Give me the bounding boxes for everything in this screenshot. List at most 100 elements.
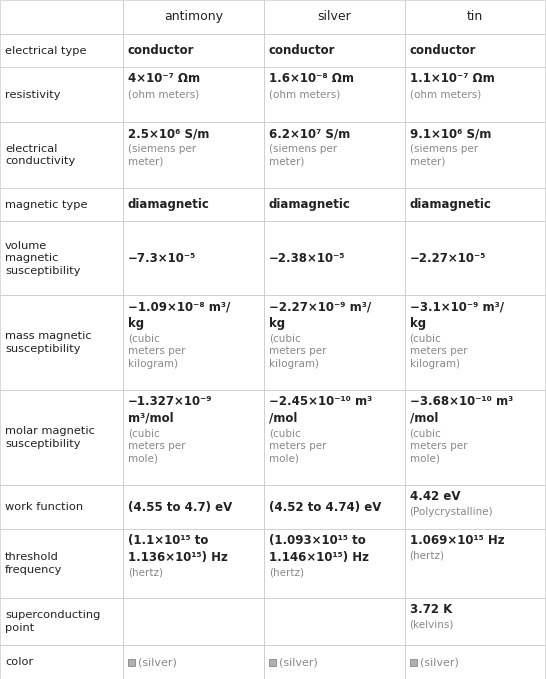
Text: (cubic
meters per
mole): (cubic meters per mole) (410, 428, 467, 464)
Text: (hertz): (hertz) (269, 568, 304, 577)
Text: −7.3×10⁻⁵: −7.3×10⁻⁵ (128, 252, 196, 265)
Text: 6.2×10⁷ S/m: 6.2×10⁷ S/m (269, 127, 350, 141)
Text: color: color (5, 657, 33, 667)
Bar (264, 295, 405, 390)
Bar (123, 122, 264, 187)
Text: −1.09×10⁻⁸ m³/
kg: −1.09×10⁻⁸ m³/ kg (128, 300, 230, 330)
Text: −3.68×10⁻¹⁰ m³
/mol: −3.68×10⁻¹⁰ m³ /mol (410, 395, 513, 424)
Text: (kelvins): (kelvins) (410, 619, 454, 629)
Text: −2.38×10⁻⁵: −2.38×10⁻⁵ (269, 252, 345, 265)
Text: superconducting
point: superconducting point (5, 610, 100, 633)
Bar (405, 187, 545, 221)
Text: electrical type: electrical type (5, 45, 86, 56)
Bar (123, 187, 264, 221)
Bar (264, 485, 405, 530)
Bar (264, 0, 405, 34)
Bar (123, 295, 264, 390)
Bar (123, 645, 264, 679)
Text: electrical
conductivity: electrical conductivity (5, 143, 75, 166)
Text: 9.1×10⁶ S/m: 9.1×10⁶ S/m (410, 127, 491, 141)
Text: mass magnetic
susceptibility: mass magnetic susceptibility (5, 331, 92, 354)
Text: (cubic
meters per
mole): (cubic meters per mole) (128, 428, 185, 464)
Text: −2.45×10⁻¹⁰ m³
/mol: −2.45×10⁻¹⁰ m³ /mol (269, 395, 372, 424)
Text: conductor: conductor (269, 44, 335, 57)
Bar (264, 34, 405, 67)
Bar (123, 221, 264, 295)
Text: (silver): (silver) (278, 657, 318, 667)
Bar (405, 67, 545, 122)
Bar (264, 122, 405, 187)
Bar (123, 485, 264, 530)
Bar (264, 221, 405, 295)
Bar (264, 67, 405, 122)
Bar (123, 67, 264, 122)
Text: −2.27×10⁻⁵: −2.27×10⁻⁵ (410, 252, 486, 265)
Bar (123, 598, 264, 645)
Bar (0, 221, 123, 295)
Text: (siemens per
meter): (siemens per meter) (410, 144, 478, 166)
Bar (410, 659, 417, 665)
Text: conductor: conductor (410, 44, 476, 57)
Text: silver: silver (317, 10, 351, 23)
Bar (0, 485, 123, 530)
Bar (128, 659, 135, 665)
Bar (405, 530, 545, 598)
Bar (264, 645, 405, 679)
Bar (405, 221, 545, 295)
Bar (0, 530, 123, 598)
Text: diamagnetic: diamagnetic (269, 198, 351, 211)
Text: 4×10⁻⁷ Ωm: 4×10⁻⁷ Ωm (128, 73, 200, 86)
Bar (0, 122, 123, 187)
Text: −1.327×10⁻⁹
m³/mol: −1.327×10⁻⁹ m³/mol (128, 395, 212, 424)
Text: 2.5×10⁶ S/m: 2.5×10⁶ S/m (128, 127, 209, 141)
Bar (0, 645, 123, 679)
Text: (cubic
meters per
kilogram): (cubic meters per kilogram) (410, 333, 467, 369)
Bar (264, 598, 405, 645)
Bar (264, 530, 405, 598)
Text: (hertz): (hertz) (410, 551, 444, 561)
Text: (hertz): (hertz) (128, 568, 163, 577)
Text: conductor: conductor (128, 44, 194, 57)
Text: (cubic
meters per
mole): (cubic meters per mole) (269, 428, 326, 464)
Bar (0, 34, 123, 67)
Text: (Polycrystalline): (Polycrystalline) (410, 507, 493, 517)
Bar (0, 67, 123, 122)
Text: (cubic
meters per
kilogram): (cubic meters per kilogram) (128, 333, 185, 369)
Text: 1.069×10¹⁵ Hz: 1.069×10¹⁵ Hz (410, 534, 504, 547)
Text: antimony: antimony (164, 10, 223, 23)
Text: (4.52 to 4.74) eV: (4.52 to 4.74) eV (269, 500, 381, 513)
Text: (siemens per
meter): (siemens per meter) (128, 144, 196, 166)
Bar (405, 34, 545, 67)
Bar (264, 390, 405, 485)
Text: (cubic
meters per
kilogram): (cubic meters per kilogram) (269, 333, 326, 369)
Bar (0, 295, 123, 390)
Bar (123, 34, 264, 67)
Bar (123, 0, 264, 34)
Text: diamagnetic: diamagnetic (128, 198, 210, 211)
Text: 1.1×10⁻⁷ Ωm: 1.1×10⁻⁷ Ωm (410, 73, 494, 86)
Bar (405, 485, 545, 530)
Bar (405, 598, 545, 645)
Text: 3.72 K: 3.72 K (410, 603, 452, 616)
Bar (0, 390, 123, 485)
Text: volume
magnetic
susceptibility: volume magnetic susceptibility (5, 240, 80, 276)
Text: (ohm meters): (ohm meters) (410, 89, 481, 99)
Text: (4.55 to 4.7) eV: (4.55 to 4.7) eV (128, 500, 232, 513)
Bar (269, 659, 276, 665)
Text: (1.1×10¹⁵ to
1.136×10¹⁵) Hz: (1.1×10¹⁵ to 1.136×10¹⁵) Hz (128, 534, 228, 564)
Bar (405, 645, 545, 679)
Text: threshold
frequency: threshold frequency (5, 552, 62, 575)
Bar (264, 187, 405, 221)
Bar (405, 295, 545, 390)
Text: 1.6×10⁻⁸ Ωm: 1.6×10⁻⁸ Ωm (269, 73, 354, 86)
Bar (405, 390, 545, 485)
Text: (ohm meters): (ohm meters) (269, 89, 340, 99)
Text: resistivity: resistivity (5, 90, 61, 100)
Bar (123, 530, 264, 598)
Text: (silver): (silver) (138, 657, 177, 667)
Text: (ohm meters): (ohm meters) (128, 89, 199, 99)
Bar (405, 122, 545, 187)
Text: work function: work function (5, 502, 83, 512)
Text: (1.093×10¹⁵ to
1.146×10¹⁵) Hz: (1.093×10¹⁵ to 1.146×10¹⁵) Hz (269, 534, 369, 564)
Text: magnetic type: magnetic type (5, 200, 87, 210)
